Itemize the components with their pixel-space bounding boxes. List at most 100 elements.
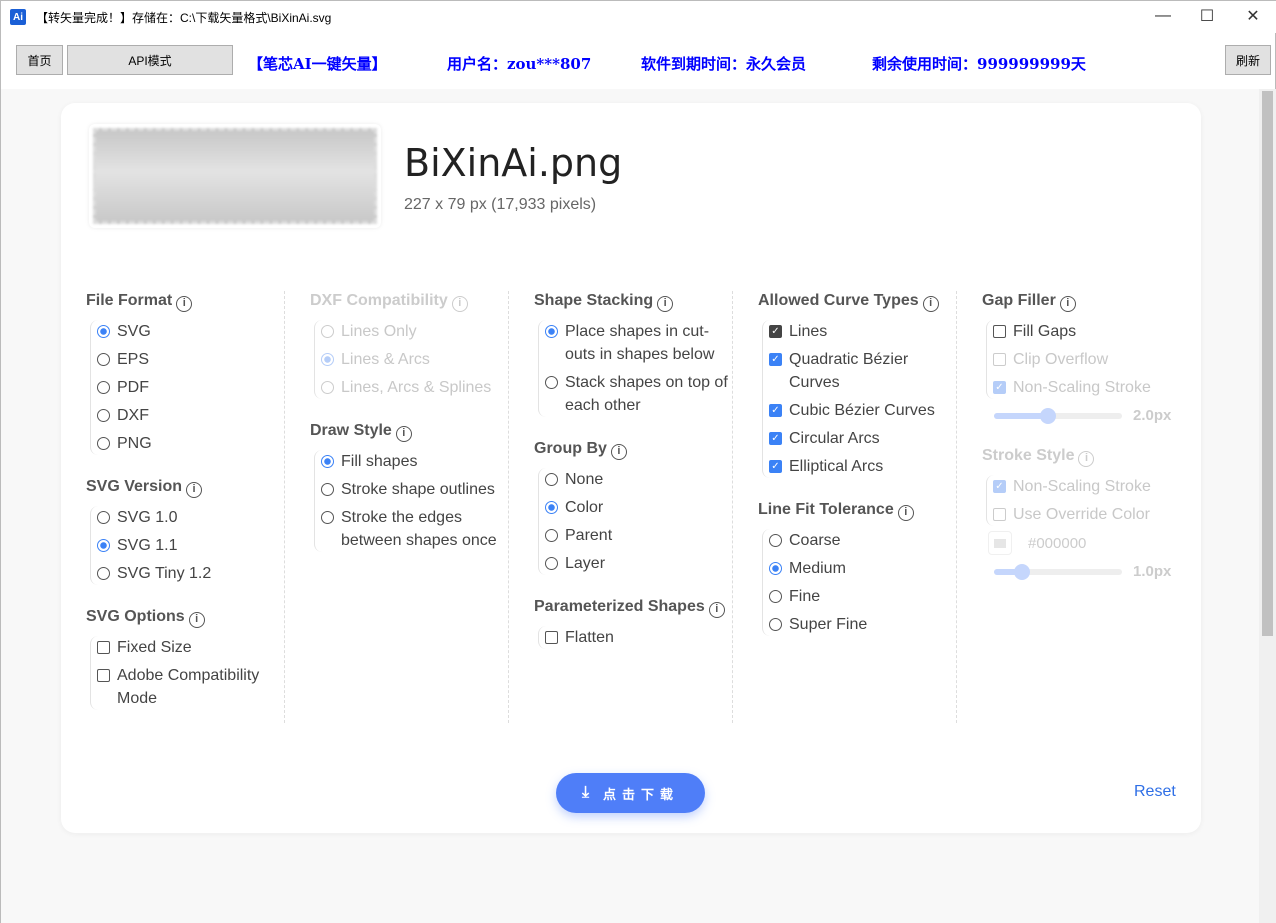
radio-pdf[interactable]: PDF xyxy=(97,376,284,399)
radio-place-shapes-in-cut-outs-in-shapes-below[interactable]: Place shapes in cut-outs in shapes below xyxy=(545,320,732,366)
radio-svg-tiny-1-2[interactable]: SVG Tiny 1.2 xyxy=(97,562,284,585)
refresh-button[interactable]: 刷新 xyxy=(1225,45,1271,75)
info-icon[interactable]: i xyxy=(395,426,412,442)
checkbox-icon[interactable] xyxy=(97,669,110,682)
radio-icon[interactable] xyxy=(545,325,558,338)
radio-png[interactable]: PNG xyxy=(97,432,284,455)
checkbox-flatten[interactable]: Flatten xyxy=(545,626,732,649)
radio-icon[interactable] xyxy=(545,557,558,570)
radio-icon[interactable] xyxy=(97,381,110,394)
checkbox-icon[interactable]: ✓ xyxy=(769,325,782,338)
home-button[interactable]: 首页 xyxy=(16,45,63,75)
radio-icon[interactable] xyxy=(97,353,110,366)
radio-svg-1-0[interactable]: SVG 1.0 xyxy=(97,506,284,529)
radio-layer[interactable]: Layer xyxy=(545,552,732,575)
radio-icon[interactable] xyxy=(545,376,558,389)
radio-icon[interactable] xyxy=(97,409,110,422)
checkbox-icon[interactable]: ✓ xyxy=(769,404,782,417)
info-icon[interactable]: i xyxy=(186,482,203,498)
radio-eps[interactable]: EPS xyxy=(97,348,284,371)
checkbox-adobe-compatibility-mode[interactable]: Adobe Compatibility Mode xyxy=(97,664,284,710)
option-group: Fill Gaps Clip Overflow ✓ Non-Scaling St… xyxy=(986,320,1181,399)
info-icon[interactable]: i xyxy=(1078,451,1095,467)
scrollbar[interactable] xyxy=(1259,89,1276,923)
option-label: None xyxy=(565,471,604,488)
info-icon[interactable]: i xyxy=(176,296,193,312)
info-icon[interactable]: i xyxy=(610,444,627,460)
info-icon[interactable]: i xyxy=(897,505,914,521)
maximize-button[interactable]: ☐ xyxy=(1199,8,1215,25)
radio-icon[interactable] xyxy=(769,590,782,603)
file-name: BiXinAi.png xyxy=(404,141,623,185)
radio-parent[interactable]: Parent xyxy=(545,524,732,547)
section-gap-filler: Gap Filler i Fill Gaps Clip Overflow ✓ No… xyxy=(982,291,1181,424)
checkbox-non-scaling-stroke: ✓ Non-Scaling Stroke xyxy=(993,475,1181,498)
radio-icon[interactable] xyxy=(545,473,558,486)
radio-coarse[interactable]: Coarse xyxy=(769,529,956,552)
radio-icon[interactable] xyxy=(97,567,110,580)
info-icon[interactable]: i xyxy=(922,296,939,312)
checkbox-cubic-b-zier-curves[interactable]: ✓ Cubic Bézier Curves xyxy=(769,399,956,422)
radio-stroke-the-edges-between-shapes-once[interactable]: Stroke the edges between shapes once xyxy=(321,506,508,552)
info-icon[interactable]: i xyxy=(708,602,725,618)
radio-svg-1-1[interactable]: SVG 1.1 xyxy=(97,534,284,557)
slider-track xyxy=(994,563,1122,580)
radio-icon[interactable] xyxy=(545,529,558,542)
radio-fine[interactable]: Fine xyxy=(769,585,956,608)
radio-icon[interactable] xyxy=(97,539,110,552)
radio-svg[interactable]: SVG xyxy=(97,320,284,343)
option-label: Medium xyxy=(789,560,846,577)
radio-none[interactable]: None xyxy=(545,468,732,491)
minimize-button[interactable]: — xyxy=(1155,7,1171,24)
checkbox-use-override-color: Use Override Color xyxy=(993,503,1181,526)
option-label: Cubic Bézier Curves xyxy=(789,402,935,419)
radio-icon[interactable] xyxy=(97,437,110,450)
checkbox-icon[interactable] xyxy=(545,631,558,644)
radio-icon[interactable] xyxy=(545,501,558,514)
checkbox-quadratic-b-zier-curves[interactable]: ✓ Quadratic Bézier Curves xyxy=(769,348,956,394)
radio-super-fine[interactable]: Super Fine xyxy=(769,613,956,636)
color-value: #000000 xyxy=(1028,534,1087,552)
radio-icon[interactable] xyxy=(769,562,782,575)
radio-fill-shapes[interactable]: Fill shapes xyxy=(321,450,508,473)
radio-stroke-shape-outlines[interactable]: Stroke shape outlines xyxy=(321,478,508,501)
checkbox-icon[interactable]: ✓ xyxy=(769,460,782,473)
radio-icon[interactable] xyxy=(769,534,782,547)
checkbox-circular-arcs[interactable]: ✓ Circular Arcs xyxy=(769,427,956,450)
radio-icon xyxy=(321,325,334,338)
checkbox-icon[interactable]: ✓ xyxy=(769,432,782,445)
checkbox-icon[interactable] xyxy=(97,641,110,654)
checkbox-icon[interactable]: ✓ xyxy=(769,353,782,366)
radio-icon[interactable] xyxy=(97,511,110,524)
section-shape-stacking: Shape Stacking i Place shapes in cut-outs… xyxy=(534,291,732,417)
checkbox-lines[interactable]: ✓ Lines xyxy=(769,320,956,343)
radio-icon[interactable] xyxy=(321,511,334,524)
info-icon[interactable]: i xyxy=(188,612,205,628)
close-button[interactable]: ✕ xyxy=(1246,8,1260,25)
radio-icon[interactable] xyxy=(321,455,334,468)
info-icon[interactable]: i xyxy=(451,296,468,312)
scrollbar-thumb[interactable] xyxy=(1262,91,1273,636)
option-group: Coarse Medium Fine Super Fine xyxy=(762,529,956,636)
radio-icon[interactable] xyxy=(321,483,334,496)
checkbox-fixed-size[interactable]: Fixed Size xyxy=(97,636,284,659)
radio-color[interactable]: Color xyxy=(545,496,732,519)
api-mode-button[interactable]: API模式 xyxy=(67,45,233,75)
reset-link[interactable]: Reset xyxy=(1134,783,1176,800)
username-label: 用户名：zou***807 xyxy=(447,55,592,73)
info-icon[interactable]: i xyxy=(1059,296,1076,312)
option-label: Place shapes in cut-outs in shapes below xyxy=(565,323,715,363)
radio-dxf[interactable]: DXF xyxy=(97,404,284,427)
override-color: #000000 xyxy=(988,531,1181,555)
radio-medium[interactable]: Medium xyxy=(769,557,956,580)
info-icon[interactable]: i xyxy=(657,296,674,312)
download-button[interactable]: ⤓ 点击下载 xyxy=(556,773,705,813)
checkbox-elliptical-arcs[interactable]: ✓ Elliptical Arcs xyxy=(769,455,956,478)
checkbox-clip-overflow: Clip Overflow xyxy=(993,348,1181,371)
radio-icon[interactable] xyxy=(769,618,782,631)
radio-icon[interactable] xyxy=(97,325,110,338)
checkbox-fill-gaps[interactable]: Fill Gaps xyxy=(993,320,1181,343)
option-group: ✓ Non-Scaling Stroke Use Override Color xyxy=(986,475,1181,526)
checkbox-icon[interactable] xyxy=(993,325,1006,338)
radio-stack-shapes-on-top-of-each-other[interactable]: Stack shapes on top of each other xyxy=(545,371,732,417)
